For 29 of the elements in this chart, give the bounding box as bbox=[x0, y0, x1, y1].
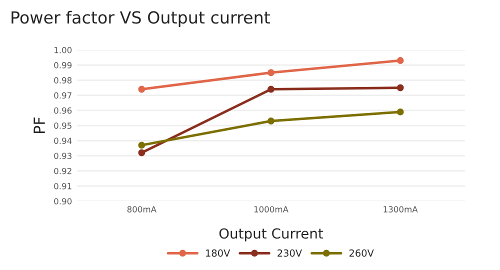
y-tick-label: 0.93 bbox=[54, 152, 72, 160]
point bbox=[396, 57, 404, 64]
point bbox=[138, 142, 146, 149]
y-axis-title: PF bbox=[34, 117, 45, 134]
point bbox=[138, 86, 146, 93]
y-tick-label: 0.92 bbox=[54, 168, 72, 174]
y-tick-label: 0.96 bbox=[54, 107, 72, 114]
y-tick-label: 0.99 bbox=[54, 62, 72, 68]
y-tick-label: 0.90 bbox=[54, 198, 72, 204]
legend-label: 180V bbox=[206, 249, 230, 257]
legend-label: 260V bbox=[349, 249, 374, 257]
y-tick-label: 0.95 bbox=[54, 122, 72, 129]
y-tick-label: 0.91 bbox=[54, 183, 72, 190]
y-tick-label: 0.97 bbox=[54, 92, 72, 99]
point bbox=[396, 84, 404, 92]
x-tick-label: 1000mA bbox=[254, 206, 288, 212]
y-tick-label: 0.94 bbox=[54, 138, 72, 144]
point bbox=[268, 69, 274, 76]
legend-label: 230V bbox=[278, 249, 302, 257]
point bbox=[268, 118, 274, 124]
point bbox=[138, 149, 146, 156]
point bbox=[396, 108, 404, 116]
x-axis-title: Output Current bbox=[219, 228, 324, 242]
x-tick-label: 1300mA bbox=[384, 206, 418, 212]
y-tick-label: 1.00 bbox=[54, 46, 72, 54]
y-tick-label: 0.98 bbox=[54, 77, 72, 84]
chart-title: Power factor VS Output current bbox=[12, 10, 270, 27]
x-tick-label: 800mA bbox=[127, 206, 156, 212]
point bbox=[268, 86, 274, 93]
